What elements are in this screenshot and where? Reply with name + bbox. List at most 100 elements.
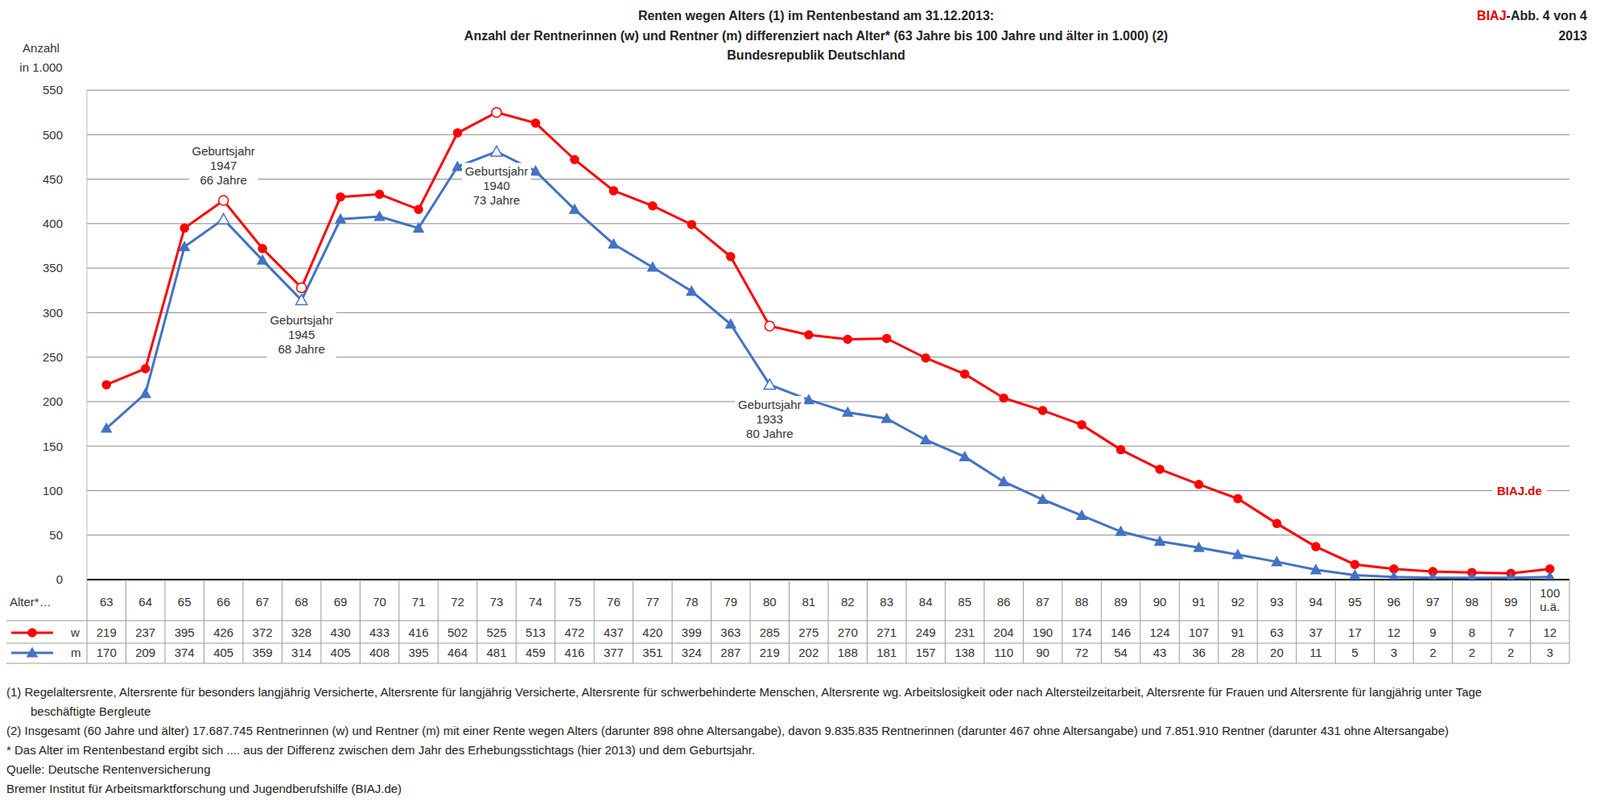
svg-text:285: 285 — [759, 625, 780, 640]
svg-text:20: 20 — [1270, 645, 1284, 660]
svg-text:72: 72 — [1075, 645, 1089, 660]
svg-text:405: 405 — [213, 645, 234, 660]
svg-text:75: 75 — [568, 594, 582, 609]
svg-text:87: 87 — [1035, 594, 1050, 609]
svg-text:86: 86 — [997, 594, 1011, 609]
svg-text:36: 36 — [1191, 645, 1206, 660]
svg-text:430: 430 — [330, 625, 351, 640]
svg-text:Geburtsjahr: Geburtsjahr — [465, 164, 528, 178]
svg-text:377: 377 — [603, 645, 624, 660]
svg-text:95: 95 — [1348, 594, 1362, 609]
svg-text:91: 91 — [1191, 594, 1206, 609]
svg-text:400: 400 — [42, 216, 63, 231]
svg-text:1945: 1945 — [288, 327, 315, 342]
svg-text:Alter*…: Alter*… — [9, 594, 52, 609]
svg-text:43: 43 — [1153, 645, 1168, 660]
svg-text:395: 395 — [174, 625, 195, 640]
svg-text:181: 181 — [876, 645, 897, 660]
svg-text:97: 97 — [1426, 594, 1440, 609]
svg-text:1947: 1947 — [210, 158, 237, 173]
svg-text:90: 90 — [1035, 645, 1050, 660]
svg-text:83: 83 — [879, 594, 894, 609]
svg-text:359: 359 — [252, 645, 273, 660]
svg-text:90: 90 — [1153, 594, 1168, 609]
svg-text:202: 202 — [798, 645, 819, 660]
svg-text:426: 426 — [213, 625, 234, 640]
svg-text:50: 50 — [49, 527, 63, 542]
svg-text:138: 138 — [954, 645, 975, 660]
svg-text:3: 3 — [1390, 645, 1398, 660]
svg-text:74: 74 — [528, 594, 543, 609]
svg-text:110: 110 — [993, 645, 1014, 660]
svg-text:420: 420 — [642, 625, 663, 640]
svg-text:0: 0 — [56, 572, 63, 586]
svg-text:72: 72 — [450, 594, 465, 609]
svg-text:150: 150 — [42, 439, 63, 454]
svg-text:63: 63 — [1270, 625, 1284, 640]
svg-text:2: 2 — [1507, 645, 1514, 660]
svg-text:170: 170 — [96, 645, 117, 660]
svg-text:124: 124 — [1150, 625, 1171, 640]
svg-text:300: 300 — [42, 305, 63, 320]
svg-text:188: 188 — [837, 645, 858, 660]
svg-text:17: 17 — [1348, 625, 1362, 640]
svg-text:405: 405 — [330, 645, 351, 660]
svg-text:219: 219 — [759, 645, 780, 660]
svg-text:92: 92 — [1231, 594, 1246, 609]
svg-text:437: 437 — [603, 625, 624, 640]
svg-text:395: 395 — [408, 645, 429, 660]
svg-text:u.ä.: u.ä. — [1539, 599, 1560, 614]
svg-text:200: 200 — [42, 394, 63, 409]
svg-text:m: m — [70, 645, 82, 660]
svg-text:68 Jahre: 68 Jahre — [277, 342, 325, 356]
svg-text:94: 94 — [1309, 594, 1324, 609]
svg-text:64: 64 — [138, 594, 153, 609]
svg-text:502: 502 — [447, 625, 468, 640]
svg-text:9: 9 — [1429, 625, 1436, 640]
svg-text:79: 79 — [723, 594, 738, 609]
svg-text:66: 66 — [216, 594, 231, 609]
svg-text:82: 82 — [841, 594, 855, 609]
svg-text:1940: 1940 — [482, 178, 510, 193]
svg-text:5: 5 — [1351, 645, 1358, 660]
svg-text:28: 28 — [1231, 645, 1246, 660]
svg-text:374: 374 — [174, 645, 195, 660]
svg-text:68: 68 — [294, 594, 309, 609]
svg-text:67: 67 — [255, 594, 270, 609]
svg-text:76: 76 — [606, 594, 621, 609]
svg-text:Geburtsjahr: Geburtsjahr — [269, 313, 333, 327]
svg-text:12: 12 — [1542, 625, 1557, 640]
svg-text:11: 11 — [1309, 645, 1323, 660]
svg-text:7: 7 — [1507, 625, 1514, 640]
svg-text:85: 85 — [957, 594, 972, 609]
svg-text:63: 63 — [99, 594, 114, 609]
svg-text:66 Jahre: 66 Jahre — [199, 173, 247, 187]
svg-text:271: 271 — [876, 625, 897, 640]
svg-text:328: 328 — [291, 625, 312, 640]
svg-text:37: 37 — [1309, 625, 1324, 640]
svg-text:69: 69 — [334, 594, 348, 609]
svg-text:2: 2 — [1468, 645, 1476, 660]
svg-text:450: 450 — [42, 172, 63, 186]
svg-text:Geburtsjahr: Geburtsjahr — [738, 397, 801, 412]
svg-text:525: 525 — [486, 625, 507, 640]
svg-text:363: 363 — [720, 625, 741, 640]
svg-text:88: 88 — [1075, 594, 1089, 609]
svg-text:408: 408 — [369, 645, 390, 660]
svg-text:100: 100 — [42, 483, 63, 498]
svg-text:459: 459 — [525, 645, 546, 660]
svg-text:231: 231 — [954, 625, 975, 640]
svg-text:209: 209 — [135, 645, 156, 660]
svg-text:65: 65 — [177, 594, 192, 609]
svg-text:513: 513 — [525, 625, 546, 640]
svg-text:399: 399 — [681, 625, 702, 640]
svg-text:372: 372 — [252, 625, 273, 640]
svg-text:190: 190 — [1032, 625, 1053, 640]
svg-text:93: 93 — [1270, 594, 1284, 609]
svg-text:107: 107 — [1188, 625, 1209, 640]
svg-text:8: 8 — [1468, 625, 1476, 640]
svg-text:275: 275 — [798, 625, 819, 640]
svg-text:100: 100 — [1539, 585, 1560, 600]
svg-text:1933: 1933 — [756, 412, 784, 426]
svg-text:54: 54 — [1113, 645, 1128, 660]
